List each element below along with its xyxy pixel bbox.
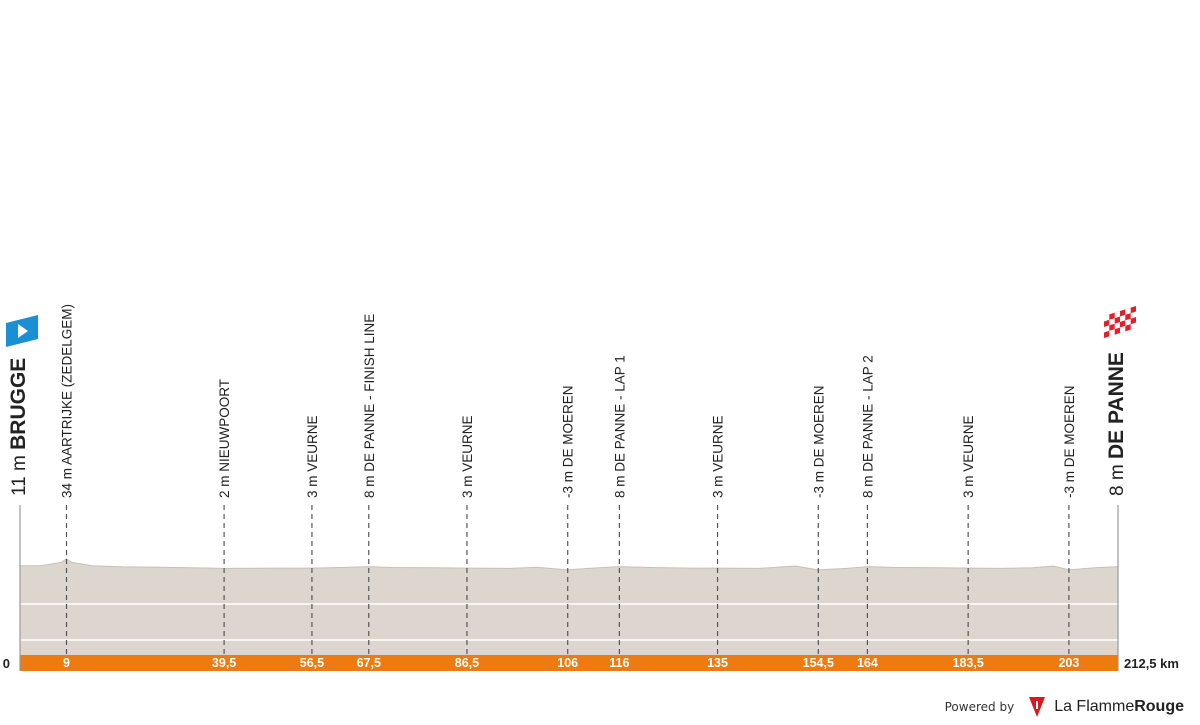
waypoint-label-finish: 8 m DE PANNE [1105, 352, 1128, 496]
waypoint-name: VEURNE [460, 415, 475, 471]
waypoint-km-label: 67,5 [357, 656, 381, 670]
waypoint-km-label: 154,5 [803, 656, 834, 670]
waypoint-altitude: -3 m [811, 467, 826, 498]
brand-name: La FlammeRouge [1054, 698, 1184, 716]
waypoint-label: 3 m VEURNE [460, 415, 475, 498]
waypoint-altitude: 3 m [460, 472, 475, 498]
waypoint-km-label: 9 [63, 656, 70, 670]
brand-name-light: La Flamme [1054, 698, 1135, 715]
total-distance-label: 212,5 km [1124, 656, 1179, 671]
waypoint-label: 8 m DE PANNE - LAP 2 [860, 355, 875, 498]
waypoint-label: -3 m DE MOEREN [1062, 385, 1077, 498]
waypoint-altitude: 3 m [961, 472, 976, 498]
elevation-line [20, 558, 1119, 571]
waypoint-name: VEURNE [961, 415, 976, 471]
waypoint-km-label: 106 [557, 656, 578, 670]
waypoint-name: VEURNE [711, 415, 726, 471]
start-flag-icon [6, 315, 38, 347]
waypoint-altitude: -3 m [1062, 467, 1077, 498]
finish-flag-icon [1104, 306, 1136, 338]
waypoint-altitude: 3 m [711, 472, 726, 498]
waypoint-label: 3 m VEURNE [961, 415, 976, 498]
waypoint-altitude: 3 m [305, 472, 320, 498]
waypoint-altitude: 8 m [1107, 459, 1128, 496]
waypoint-label: -3 m DE MOEREN [561, 385, 576, 498]
waypoint-name: DE PANNE - LAP 2 [860, 355, 875, 472]
waypoint-label: 34 m AARTRIJKE (ZEDELGEM) [60, 304, 75, 498]
waypoint-name: DE MOEREN [561, 385, 576, 467]
waypoint-name: DE PANNE [1105, 352, 1128, 459]
distance-bar [20, 655, 1118, 671]
waypoint-label: -3 m DE MOEREN [811, 385, 826, 498]
waypoint-name: VEURNE [305, 415, 320, 471]
waypoint-km-label: 164 [857, 656, 878, 670]
waypoint-altitude: 2 m [217, 472, 232, 498]
powered-by-text: Powered by [944, 700, 1015, 714]
waypoint-label: 3 m VEURNE [711, 415, 726, 498]
start-distance-label: 0 [3, 656, 10, 671]
waypoint-name: DE MOEREN [1062, 385, 1077, 467]
waypoint-label-start: 11 m BRUGGE [7, 358, 30, 496]
waypoint-name: DE MOEREN [811, 385, 826, 467]
waypoint-km-label: 135 [707, 656, 728, 670]
waypoint-name: BRUGGE [7, 358, 30, 450]
waypoint-name: NIEUWPOORT [217, 379, 232, 472]
waypoint-name: DE PANNE - LAP 1 [612, 355, 627, 472]
waypoint-altitude: 8 m [362, 472, 377, 498]
waypoint-label: 3 m VEURNE [305, 415, 320, 498]
la-flamme-rouge-logo-icon [1029, 697, 1046, 717]
waypoint-altitude: 8 m [612, 472, 627, 498]
waypoint-km-label: 39,5 [212, 656, 236, 670]
brand-name-bold: Rouge [1134, 698, 1184, 715]
waypoint-km-label: 86,5 [455, 656, 479, 670]
waypoint-km-label: 56,5 [300, 656, 324, 670]
waypoint-label: 8 m DE PANNE - FINISH LINE [362, 314, 377, 498]
waypoint-km-label: 183,5 [953, 656, 984, 670]
waypoint-name: AARTRIJKE (ZEDELGEM) [60, 304, 75, 465]
waypoint-altitude: 11 m [9, 450, 30, 496]
waypoint-altitude: 8 m [860, 472, 875, 498]
waypoint-name: DE PANNE - FINISH LINE [362, 314, 377, 472]
elevation-area [20, 558, 1118, 655]
waypoint-km-label: 116 [609, 656, 629, 670]
waypoint-altitude: -3 m [561, 467, 576, 498]
waypoint-label: 2 m NIEUWPOORT [217, 379, 232, 498]
waypoint-label: 8 m DE PANNE - LAP 1 [612, 355, 627, 498]
waypoint-altitude: 34 m [60, 465, 75, 498]
waypoint-km-label: 203 [1058, 656, 1079, 670]
footer-credit: Powered by La FlammeRouge [945, 693, 1184, 721]
